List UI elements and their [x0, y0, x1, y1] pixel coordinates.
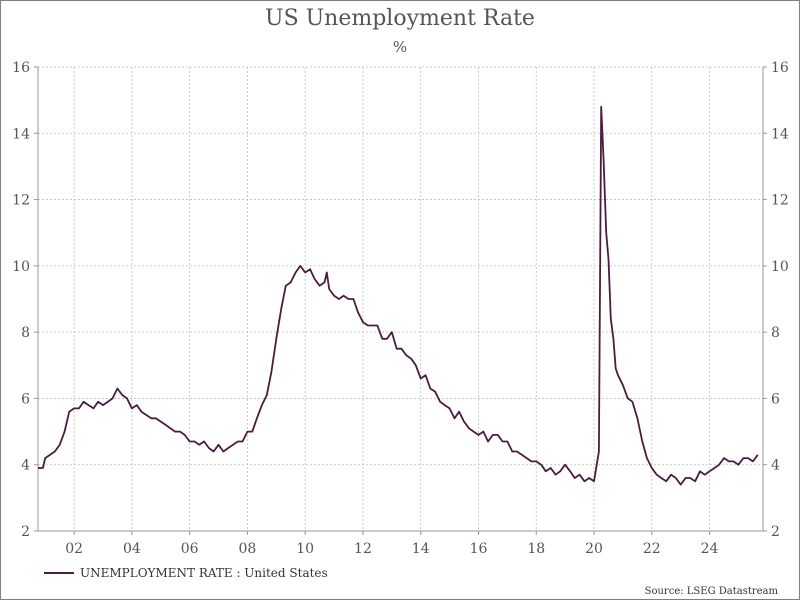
y-tick-label-left-2: 2: [21, 524, 30, 540]
source-note: Source: LSEG Datastream: [644, 586, 778, 597]
y-tick-label-left-14: 14: [12, 126, 30, 142]
series-line-0: [38, 105, 759, 486]
x-tick-label-06: 06: [181, 541, 199, 557]
y-tick-label-left-8: 8: [21, 325, 30, 341]
x-tick-label-24: 24: [701, 541, 719, 557]
legend-label: UNEMPLOYMENT RATE : United States: [80, 566, 328, 580]
y-tick-label-right-4: 4: [771, 458, 780, 474]
x-tick-label-04: 04: [123, 541, 141, 557]
y-tick-label-left-4: 4: [21, 458, 30, 474]
y-tick-label-right-2: 2: [771, 524, 780, 540]
x-tick-label-16: 16: [470, 541, 488, 557]
y-tick-label-right-8: 8: [771, 325, 780, 341]
y-tick-label-right-6: 6: [771, 391, 780, 407]
legend: UNEMPLOYMENT RATE : United States: [44, 566, 328, 580]
y-tick-label-left-16: 16: [12, 60, 30, 76]
y-tick-label-left-6: 6: [21, 391, 30, 407]
y-tick-label-right-16: 16: [771, 60, 789, 76]
y-tick-label-right-10: 10: [771, 259, 789, 275]
y-tick-label-left-10: 10: [12, 259, 30, 275]
x-tick-label-14: 14: [412, 541, 430, 557]
chart-title: US Unemployment Rate: [265, 6, 535, 31]
chart-subtitle: %: [392, 38, 408, 56]
y-tick-label-right-14: 14: [771, 126, 789, 142]
legend-swatch: [44, 572, 74, 574]
x-tick-label-20: 20: [585, 541, 603, 557]
x-tick-label-12: 12: [354, 541, 372, 557]
x-tick-label-10: 10: [296, 541, 314, 557]
x-tick-label-18: 18: [527, 541, 545, 557]
x-tick-label-22: 22: [643, 541, 661, 557]
y-tick-label-left-12: 12: [12, 193, 30, 209]
x-tick-label-08: 08: [238, 541, 256, 557]
y-tick-label-right-12: 12: [771, 193, 789, 209]
x-tick-label-02: 02: [65, 541, 83, 557]
